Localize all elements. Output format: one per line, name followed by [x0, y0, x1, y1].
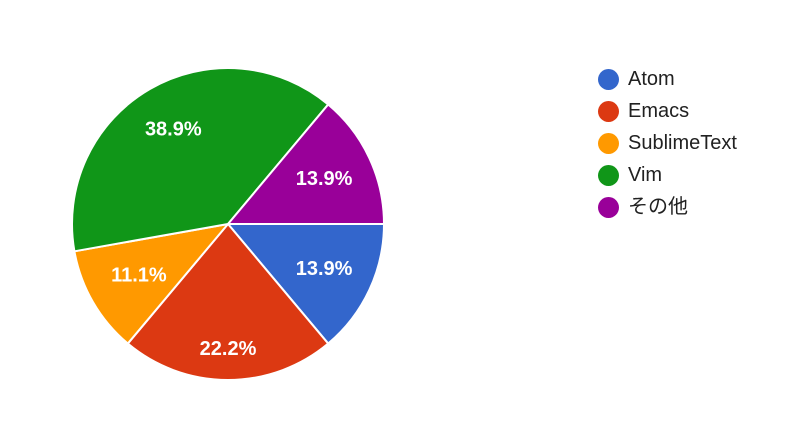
- legend-item-emacs: Emacs: [598, 95, 737, 127]
- legend-swatch-sublimetext: [598, 132, 619, 154]
- legend-label-sublimetext: SublimeText: [628, 132, 737, 154]
- legend-swatch-slice-4: [598, 196, 619, 218]
- legend-label-vim: Vim: [628, 164, 663, 186]
- pie-slice-vim[interactable]: [71, 67, 330, 253]
- pie-slice-label-sublimetext: 11.1%: [111, 265, 167, 287]
- pie-slice-emacs[interactable]: [126, 223, 330, 381]
- legend-swatch-atom: [598, 68, 619, 90]
- chart-legend: Atom Emacs SublimeText Vim その他: [598, 63, 737, 223]
- pie-slice-atom[interactable]: [227, 223, 385, 345]
- legend-swatch-emacs: [598, 100, 619, 122]
- pie-slice-label-emacs: 22.2%: [200, 338, 257, 360]
- legend-item-vim: Vim: [598, 159, 737, 191]
- pie-slice-label-atom: 13.9%: [296, 258, 353, 280]
- pie-slice-label-slice-4: 13.9%: [296, 168, 353, 190]
- legend-label-slice-4: その他: [628, 196, 688, 218]
- legend-item-sublimetext: SublimeText: [598, 127, 737, 159]
- pie-slice-label-vim: 38.9%: [145, 119, 202, 141]
- legend-item-slice-4: その他: [598, 191, 737, 223]
- legend-label-emacs: Emacs: [628, 100, 690, 122]
- legend-swatch-vim: [598, 164, 619, 186]
- legend-label-atom: Atom: [628, 68, 675, 90]
- pie-slice-slice-4[interactable]: [227, 103, 385, 225]
- pie-slice-sublimetext[interactable]: [73, 223, 229, 345]
- legend-item-atom: Atom: [598, 63, 737, 95]
